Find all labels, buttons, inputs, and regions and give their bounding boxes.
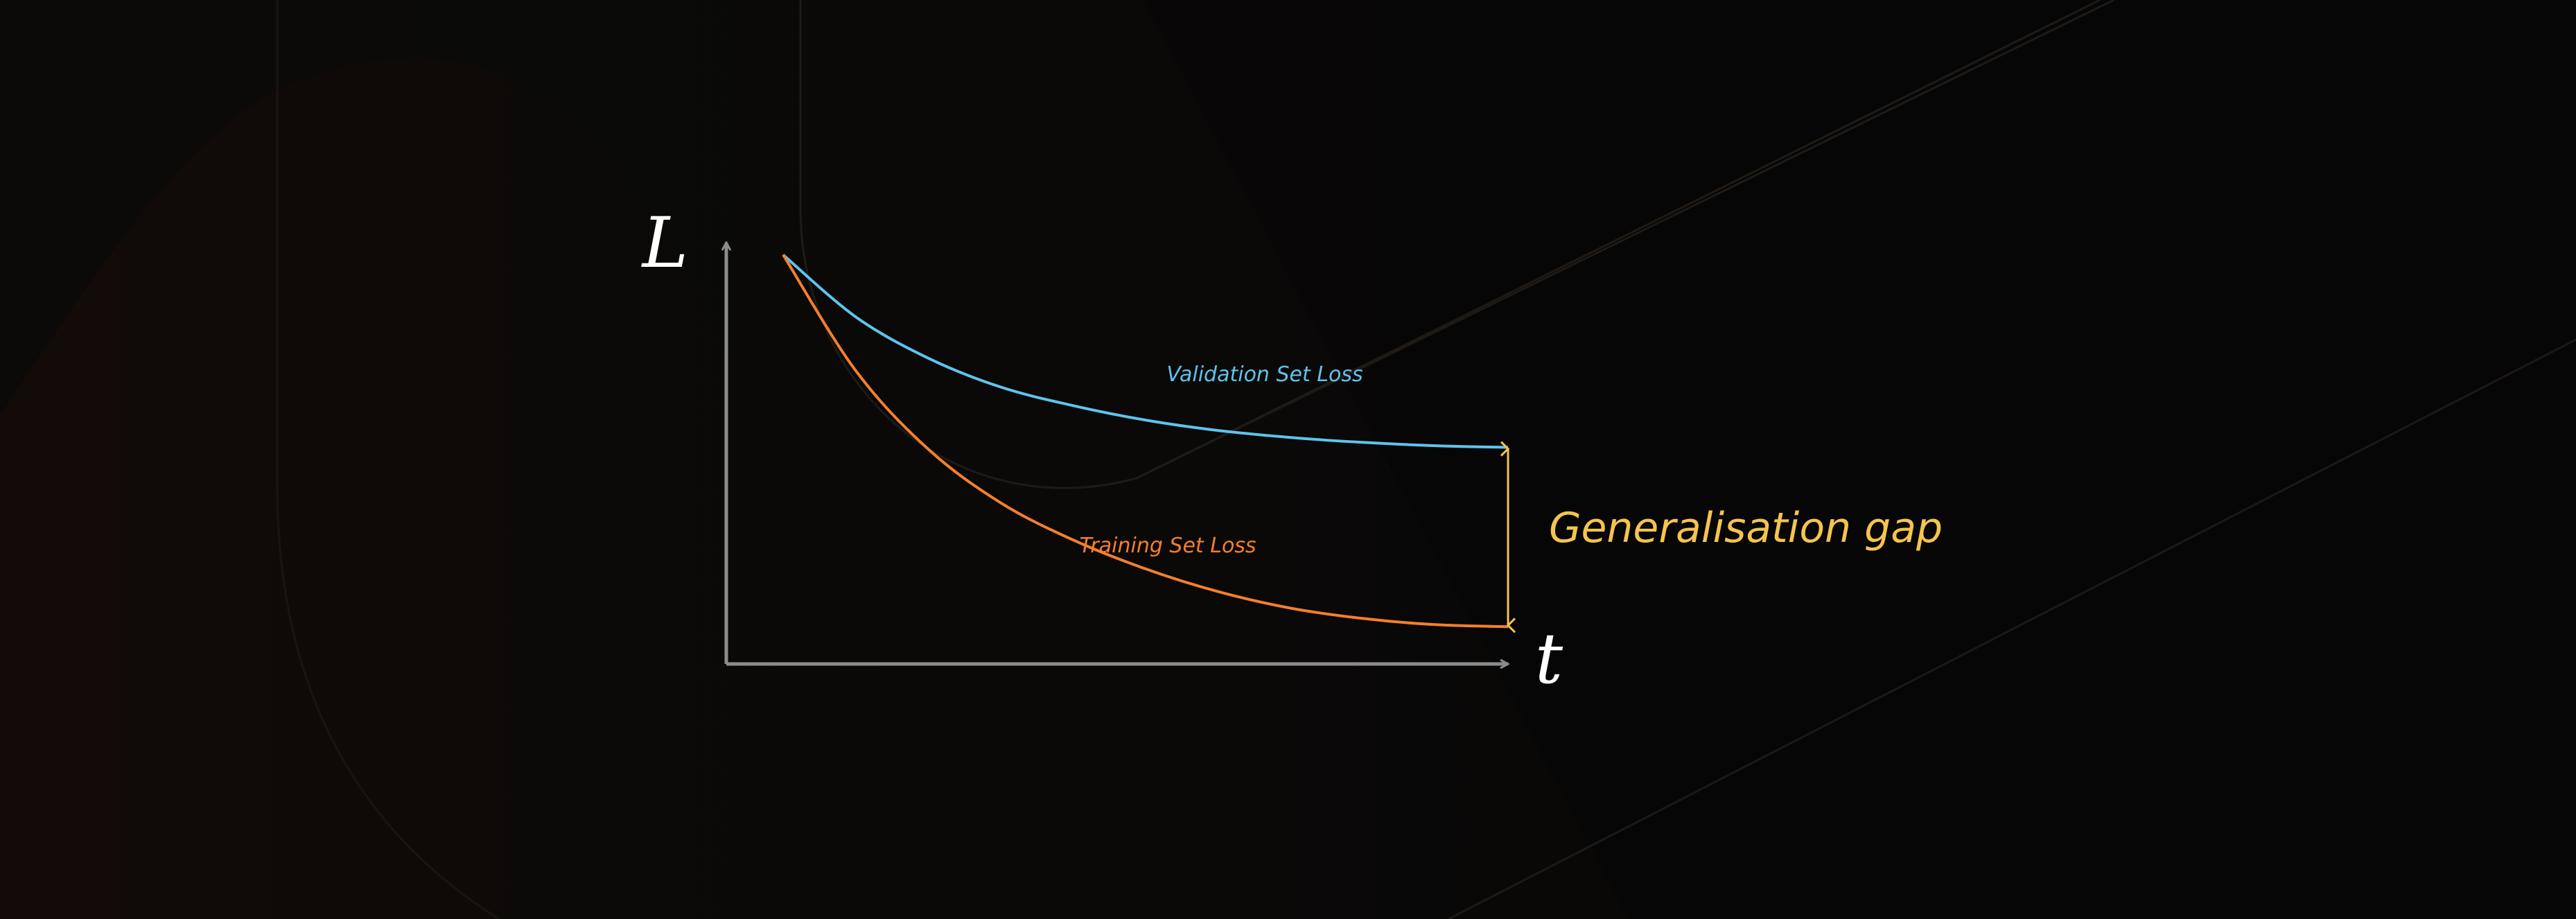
background-line-lower	[1448, 338, 2576, 919]
series-label-validation: Validation Set Loss	[1166, 362, 1363, 387]
background-line-upper	[1136, 0, 2101, 480]
generalisation-gap-label: Generalisation gap	[1549, 504, 1943, 552]
y-axis-label: L	[641, 202, 688, 283]
series-line-training	[782, 254, 1509, 629]
background-arc	[799, 0, 2114, 489]
series-label-training: Training Set Loss	[1079, 534, 1256, 558]
x-axis-label: t	[1535, 618, 1563, 699]
series-line-validation	[782, 254, 1509, 449]
background-shape-mid	[1144, 0, 2576, 919]
background-curve-left	[276, 0, 500, 919]
background-shape-left	[0, 58, 984, 919]
